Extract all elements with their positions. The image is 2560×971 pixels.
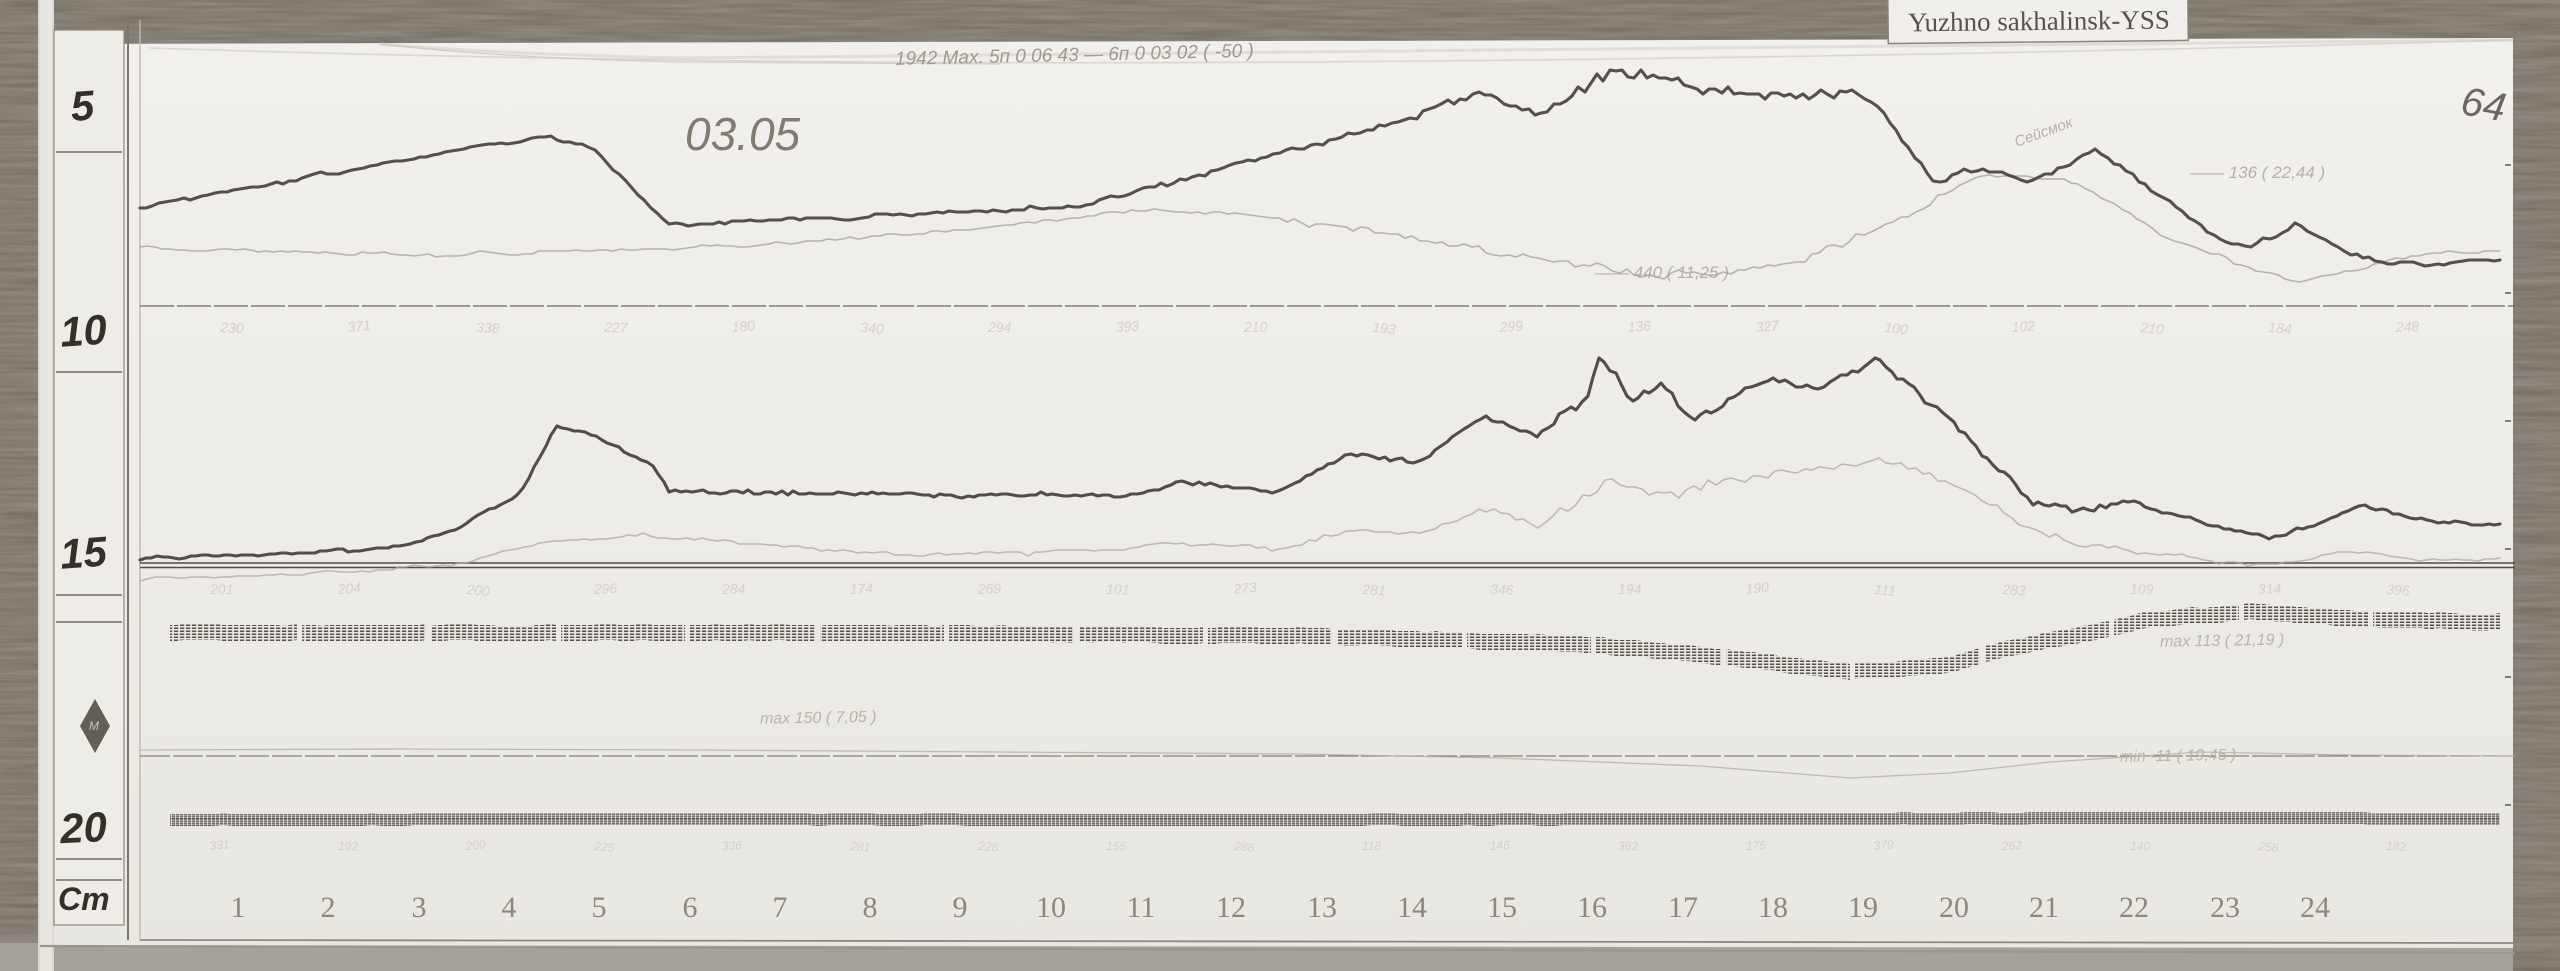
svg-text:396: 396 — [2386, 581, 2411, 599]
svg-text:296: 296 — [592, 580, 617, 597]
svg-text:14: 14 — [1397, 891, 1427, 924]
svg-text:6: 6 — [683, 891, 698, 924]
svg-text:7: 7 — [773, 891, 788, 924]
svg-text:230: 230 — [219, 319, 244, 336]
svg-text:346: 346 — [1490, 581, 1514, 598]
svg-text:248: 248 — [2395, 318, 2420, 335]
svg-text:327: 327 — [1755, 317, 1781, 335]
svg-text:140: 140 — [2130, 839, 2151, 854]
svg-text:288: 288 — [1233, 839, 1255, 855]
svg-text:269: 269 — [976, 580, 1001, 597]
svg-text:100: 100 — [1884, 319, 1909, 337]
svg-text:393: 393 — [1115, 318, 1139, 335]
svg-text:200: 200 — [465, 581, 491, 599]
svg-text:102: 102 — [2011, 318, 2036, 335]
svg-text:155: 155 — [1106, 839, 1127, 853]
svg-text:5: 5 — [592, 891, 607, 924]
svg-text:4: 4 — [502, 891, 517, 924]
svg-text:118: 118 — [1362, 839, 1382, 853]
svg-text:182: 182 — [2386, 839, 2407, 854]
svg-text:13: 13 — [1307, 891, 1337, 924]
svg-text:190: 190 — [1745, 579, 1770, 597]
svg-text:19: 19 — [1848, 891, 1878, 924]
svg-text:15: 15 — [1487, 891, 1517, 924]
svg-text:331: 331 — [209, 837, 230, 853]
svg-text:340: 340 — [860, 319, 885, 337]
svg-text:336: 336 — [722, 838, 743, 853]
svg-text:174: 174 — [849, 580, 873, 597]
svg-text:258: 258 — [2257, 839, 2280, 855]
svg-text:192: 192 — [338, 839, 359, 854]
svg-text:12: 12 — [1216, 891, 1246, 924]
svg-text:136: 136 — [1627, 317, 1652, 335]
svg-text:23: 23 — [2210, 891, 2240, 924]
svg-text:24: 24 — [2300, 891, 2330, 924]
svg-text:362: 362 — [1618, 839, 1639, 853]
svg-text:18: 18 — [1758, 891, 1788, 924]
svg-text:9: 9 — [953, 891, 968, 924]
svg-text:204: 204 — [336, 579, 362, 597]
svg-text:1: 1 — [231, 891, 246, 924]
svg-text:180: 180 — [731, 317, 756, 335]
svg-text:314: 314 — [2258, 580, 2282, 597]
svg-text:294: 294 — [987, 319, 1012, 335]
svg-text:146: 146 — [1489, 838, 1510, 853]
svg-text:184: 184 — [2268, 319, 2293, 337]
svg-text:21: 21 — [2029, 891, 2059, 924]
svg-text:3: 3 — [412, 891, 427, 924]
svg-text:284: 284 — [721, 581, 746, 597]
svg-text:201: 201 — [209, 581, 233, 597]
svg-text:210: 210 — [2139, 319, 2165, 337]
svg-text:379: 379 — [1873, 837, 1894, 853]
svg-text:200: 200 — [464, 837, 486, 853]
svg-text:22: 22 — [2119, 891, 2149, 924]
svg-text:338: 338 — [476, 319, 500, 336]
svg-text:273: 273 — [1232, 579, 1258, 597]
svg-text:262: 262 — [2001, 838, 2023, 853]
svg-text:194: 194 — [1618, 581, 1642, 597]
svg-text:109: 109 — [2130, 581, 2154, 597]
svg-text:20: 20 — [1939, 891, 1969, 924]
svg-text:111: 111 — [1874, 581, 1897, 599]
svg-text:17: 17 — [1668, 891, 1698, 924]
svg-text:193: 193 — [1372, 319, 1397, 337]
svg-text:10: 10 — [1036, 891, 1066, 924]
svg-text:8: 8 — [863, 891, 878, 924]
svg-text:225: 225 — [593, 839, 616, 855]
svg-text:16: 16 — [1577, 891, 1607, 924]
svg-text:210: 210 — [1243, 319, 1268, 335]
svg-text:2: 2 — [321, 891, 336, 924]
svg-text:281: 281 — [849, 839, 871, 855]
svg-text:11: 11 — [1127, 891, 1156, 924]
svg-text:299: 299 — [1498, 317, 1524, 335]
svg-text:281: 281 — [1361, 581, 1386, 599]
svg-text:371: 371 — [347, 317, 372, 335]
svg-text:101: 101 — [1106, 581, 1130, 597]
svg-text:283: 283 — [2001, 581, 2027, 599]
svg-text:175: 175 — [1746, 838, 1767, 853]
svg-text:228: 228 — [977, 839, 999, 854]
svg-text:227: 227 — [603, 319, 629, 336]
